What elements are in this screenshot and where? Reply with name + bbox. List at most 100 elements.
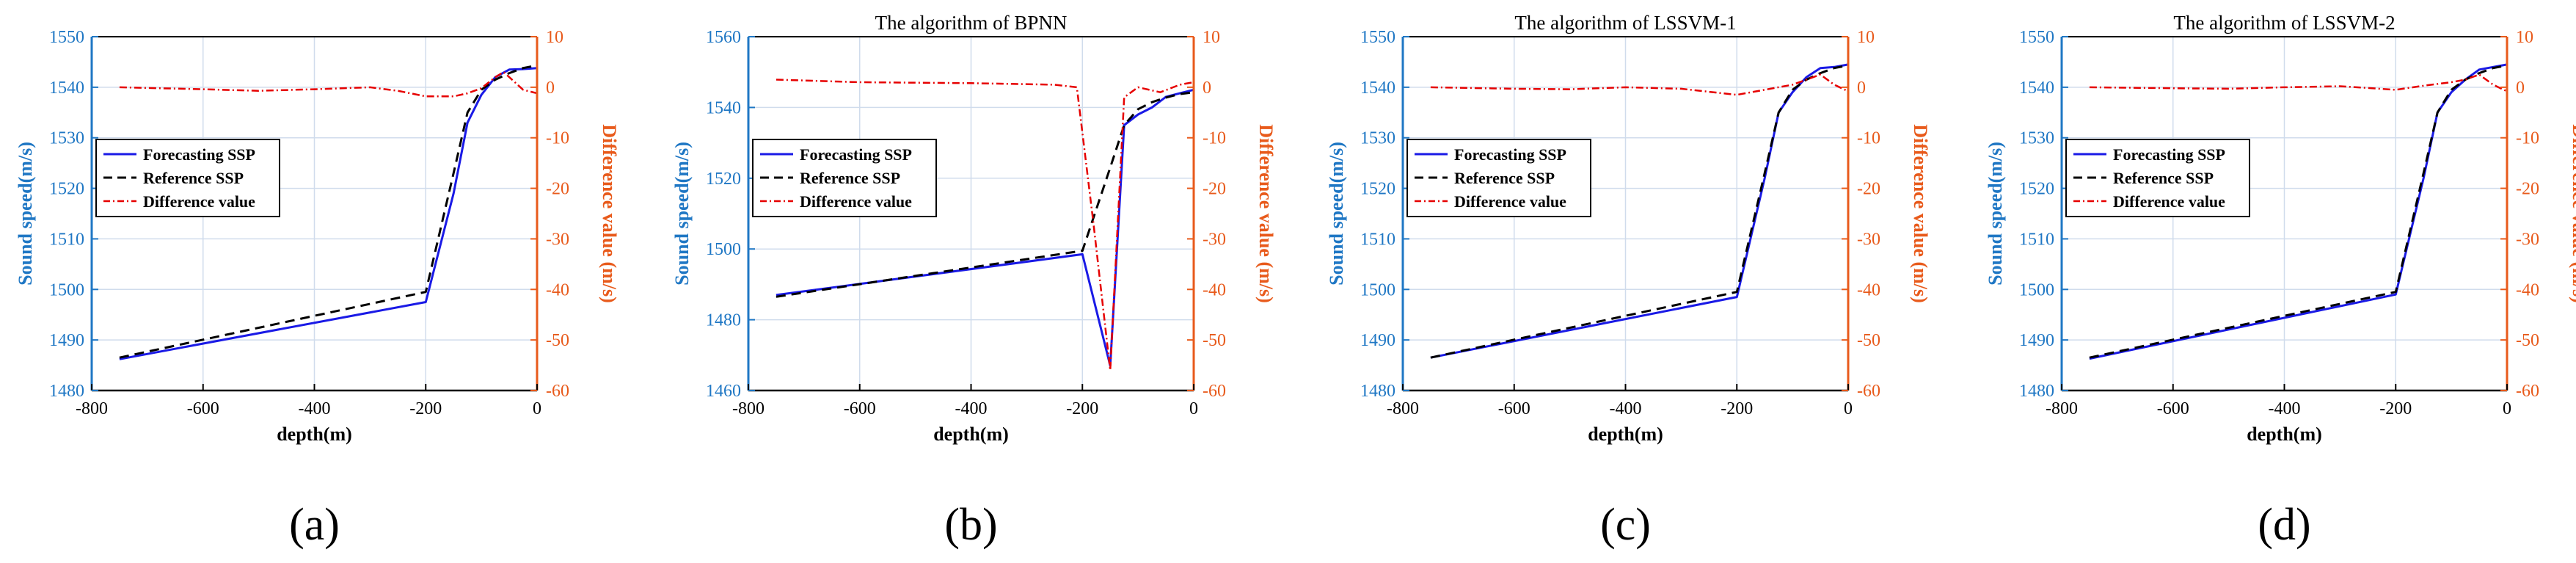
y-tick-label: 1490: [49, 331, 84, 350]
legend-label: Difference value: [800, 192, 912, 211]
legend-box: [1406, 139, 1591, 217]
x-tick-label: -400: [299, 399, 331, 418]
y2-tick-label: -30: [1203, 230, 1226, 249]
y2-tick-label: -60: [1857, 382, 1880, 401]
legend-label: Forecasting SSP: [143, 145, 255, 164]
x-tick-label: 0: [1844, 399, 1853, 418]
forecasting-ssp-line: [1430, 63, 1849, 359]
y-tick-label: 1550: [49, 28, 84, 47]
x-tick-label: 0: [2503, 399, 2511, 418]
y-tick-label: 1510: [49, 230, 84, 249]
legend-label: Difference value: [2113, 192, 2225, 211]
x-axis-label: depth(m): [1588, 424, 1663, 445]
difference-value-line: [2089, 73, 2508, 92]
x-tick-label: -200: [2379, 399, 2412, 418]
y-tick-label: 1500: [49, 280, 84, 299]
difference-value-line: [119, 70, 538, 98]
legend-box: [752, 139, 937, 217]
x-tick-label: -200: [1066, 399, 1098, 418]
y-tick-label: 1520: [1360, 180, 1395, 199]
y-tick-label: 1530: [1360, 129, 1395, 148]
y2-tick-label: 10: [1857, 28, 1875, 47]
y2-tick-label: -60: [2516, 382, 2539, 401]
y-tick-label: 1530: [49, 129, 84, 148]
forecasting-ssp-line: [119, 67, 538, 360]
y2-tick-label: 0: [1857, 79, 1866, 98]
legend-box: [95, 139, 280, 217]
x-axis-label: depth(m): [933, 424, 1009, 445]
y-tick-label: 1490: [2019, 331, 2054, 350]
y-tick-label: 1550: [2019, 28, 2054, 47]
y-tick-label: 1480: [49, 382, 84, 401]
y-tick-label: 1480: [1360, 382, 1395, 401]
reference-ssp-line: [119, 64, 538, 359]
y-tick-label: 1500: [1360, 280, 1395, 299]
difference-value-line: [1430, 73, 1849, 96]
y-tick-label: 1550: [1360, 28, 1395, 47]
y-tick-label: 1560: [706, 28, 741, 47]
y2-tick-label: -10: [546, 129, 569, 148]
x-tick-label: -600: [844, 399, 876, 418]
reference-ssp-line: [776, 91, 1194, 298]
y-axis-label: Sound speed(m/s): [1985, 142, 2006, 286]
x-axis-label: depth(m): [2247, 424, 2322, 445]
y-tick-label: 1500: [2019, 280, 2054, 299]
y2-tick-label: -10: [2516, 129, 2539, 148]
chart-panel-2: -800 -600 -400 -200 014601480150015201540156…: [671, 12, 1277, 550]
y2-tick-label: -20: [1203, 180, 1226, 199]
legend: Forecasting SSP Reference SSP Difference v…: [752, 139, 937, 217]
y2-tick-label: -40: [2516, 280, 2539, 299]
reference-ssp-line: [1430, 64, 1849, 359]
y-axis-label: Sound speed(m/s): [1326, 142, 1347, 286]
y2-axis-label: Difference value (m/s): [599, 124, 620, 303]
y2-tick-label: 0: [2516, 79, 2525, 98]
y2-tick-label: -50: [2516, 331, 2539, 350]
y2-tick-label: -40: [1203, 280, 1226, 299]
y-tick-label: 1520: [706, 170, 741, 189]
y2-tick-label: -10: [1857, 129, 1880, 148]
y2-tick-label: -60: [1203, 382, 1226, 401]
panel-label: (d): [2258, 500, 2310, 550]
y-tick-label: 1480: [706, 311, 741, 330]
y2-tick-label: -30: [546, 230, 569, 249]
legend-label: Reference SSP: [2113, 169, 2214, 187]
y2-tick-label: 10: [2516, 28, 2533, 47]
x-axis-label: depth(m): [277, 424, 352, 445]
legend-label: Reference SSP: [1454, 169, 1555, 187]
legend-label: Difference value: [1454, 192, 1566, 211]
x-tick-label: 0: [533, 399, 541, 418]
y2-tick-label: -10: [1203, 129, 1226, 148]
legend-label: Forecasting SSP: [800, 145, 912, 164]
y-tick-label: 1520: [2019, 180, 2054, 199]
y-tick-label: 1540: [2019, 79, 2054, 98]
y2-axis-label: Difference value (m/s): [2569, 124, 2576, 303]
panel-label: (c): [1600, 500, 1651, 550]
y-tick-label: 1500: [706, 240, 741, 259]
y2-tick-label: -40: [546, 280, 569, 299]
x-tick-label: -200: [409, 399, 442, 418]
y2-tick-label: -50: [1203, 331, 1226, 350]
x-tick-label: -400: [955, 399, 988, 418]
y-tick-label: 1460: [706, 382, 741, 401]
y2-tick-label: -20: [546, 180, 569, 199]
forecasting-ssp-line: [2089, 63, 2508, 360]
legend-label: Forecasting SSP: [1454, 145, 1566, 164]
legend-label: Reference SSP: [143, 169, 244, 187]
y2-tick-label: 0: [1203, 79, 1211, 98]
legend-label: Difference value: [143, 192, 255, 211]
y2-axis-label: Difference value (m/s): [1255, 124, 1277, 303]
y2-tick-label: 0: [546, 79, 555, 98]
y2-tick-label: -50: [1857, 331, 1880, 350]
x-tick-label: -600: [2157, 399, 2189, 418]
chart-title: The algorithm of LSSVM-1: [1514, 12, 1736, 34]
y2-tick-label: -30: [1857, 230, 1880, 249]
chart-panel-3: -800 -600 -400 -200 014801490150015101520153…: [1326, 12, 1931, 550]
chart-panel-4: -800 -600 -400 -200 014801490150015101520153…: [1985, 12, 2576, 550]
legend-box: [2065, 139, 2250, 217]
reference-ssp-line: [2089, 64, 2508, 359]
x-tick-label: -800: [76, 399, 108, 418]
y2-tick-label: 10: [546, 28, 563, 47]
y2-tick-label: 10: [1203, 28, 1220, 47]
